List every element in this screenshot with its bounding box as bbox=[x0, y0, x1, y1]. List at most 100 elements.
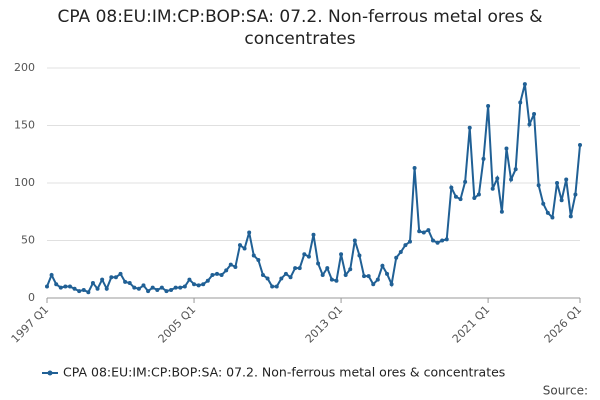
point bbox=[463, 179, 468, 184]
point bbox=[357, 253, 362, 258]
point bbox=[173, 285, 178, 290]
source: Source: bbox=[543, 384, 588, 398]
point bbox=[288, 275, 293, 280]
point bbox=[274, 284, 279, 289]
point bbox=[182, 284, 187, 289]
point bbox=[141, 283, 146, 288]
point bbox=[210, 273, 215, 277]
point bbox=[394, 255, 399, 260]
point bbox=[242, 246, 247, 251]
point bbox=[417, 229, 422, 234]
point bbox=[316, 261, 321, 266]
point bbox=[407, 239, 412, 244]
point bbox=[467, 125, 472, 130]
point bbox=[49, 273, 54, 277]
point bbox=[247, 230, 252, 235]
point bbox=[77, 289, 82, 294]
point bbox=[136, 286, 141, 291]
point bbox=[72, 286, 77, 291]
point bbox=[320, 273, 325, 277]
point bbox=[366, 274, 371, 279]
legend-label: CPA 08:EU:IM:CP:BOP:SA: 07.2. Non-ferrou… bbox=[63, 365, 505, 380]
point bbox=[343, 273, 348, 277]
point bbox=[219, 273, 224, 277]
point bbox=[118, 271, 123, 276]
x-tick-label: 1997 Q1 bbox=[9, 303, 52, 346]
point bbox=[228, 262, 233, 267]
point bbox=[375, 277, 380, 282]
point bbox=[578, 143, 582, 148]
point bbox=[550, 215, 555, 220]
point bbox=[568, 214, 573, 219]
point bbox=[233, 264, 238, 269]
point bbox=[150, 285, 155, 290]
point bbox=[67, 284, 72, 289]
point bbox=[348, 267, 353, 272]
point bbox=[293, 266, 298, 271]
point bbox=[169, 287, 174, 292]
point bbox=[430, 238, 435, 243]
point bbox=[541, 201, 546, 206]
point bbox=[352, 238, 357, 243]
point bbox=[81, 287, 86, 292]
y-tick-label: 50 bbox=[21, 234, 35, 247]
point bbox=[325, 266, 330, 271]
point bbox=[573, 192, 578, 197]
point bbox=[146, 289, 151, 294]
point bbox=[380, 263, 385, 268]
point bbox=[559, 198, 564, 203]
point bbox=[412, 166, 417, 171]
point bbox=[509, 177, 514, 182]
point bbox=[155, 287, 160, 292]
point bbox=[339, 252, 344, 257]
point bbox=[123, 279, 128, 284]
point bbox=[458, 197, 463, 202]
point bbox=[499, 209, 504, 214]
point bbox=[513, 167, 518, 172]
point bbox=[421, 230, 426, 235]
point bbox=[398, 250, 403, 254]
point bbox=[270, 284, 275, 289]
point bbox=[495, 176, 500, 181]
point bbox=[104, 286, 109, 291]
point bbox=[435, 240, 440, 245]
point bbox=[164, 289, 169, 294]
point bbox=[306, 254, 311, 259]
point bbox=[178, 285, 183, 290]
point bbox=[504, 146, 509, 151]
point bbox=[385, 271, 390, 276]
point bbox=[54, 282, 59, 287]
point bbox=[545, 210, 550, 215]
point bbox=[283, 271, 288, 276]
point bbox=[518, 100, 523, 105]
point bbox=[237, 243, 242, 248]
point bbox=[224, 268, 229, 273]
point bbox=[449, 185, 454, 190]
y-tick-label: 100 bbox=[14, 176, 35, 189]
point bbox=[159, 285, 164, 290]
point bbox=[490, 186, 495, 191]
point bbox=[279, 276, 284, 281]
point bbox=[192, 282, 197, 287]
point bbox=[389, 282, 394, 287]
x-tick-label: 2013 Q1 bbox=[303, 303, 346, 346]
point bbox=[127, 281, 132, 286]
point bbox=[486, 103, 491, 108]
point bbox=[205, 278, 210, 283]
y-tick-label: 200 bbox=[14, 61, 35, 74]
x-tick-label: 2026 Q1 bbox=[542, 303, 585, 346]
point bbox=[522, 82, 527, 87]
point bbox=[564, 177, 569, 182]
point bbox=[196, 283, 201, 288]
y-tick-label: 150 bbox=[14, 119, 35, 132]
point bbox=[45, 284, 49, 289]
x-tick-label: 2021 Q1 bbox=[450, 303, 493, 346]
point bbox=[426, 228, 431, 233]
point bbox=[472, 195, 477, 200]
point bbox=[63, 284, 68, 289]
legend-marker bbox=[47, 370, 53, 376]
point bbox=[113, 275, 118, 280]
point bbox=[201, 282, 206, 287]
point bbox=[403, 243, 408, 248]
